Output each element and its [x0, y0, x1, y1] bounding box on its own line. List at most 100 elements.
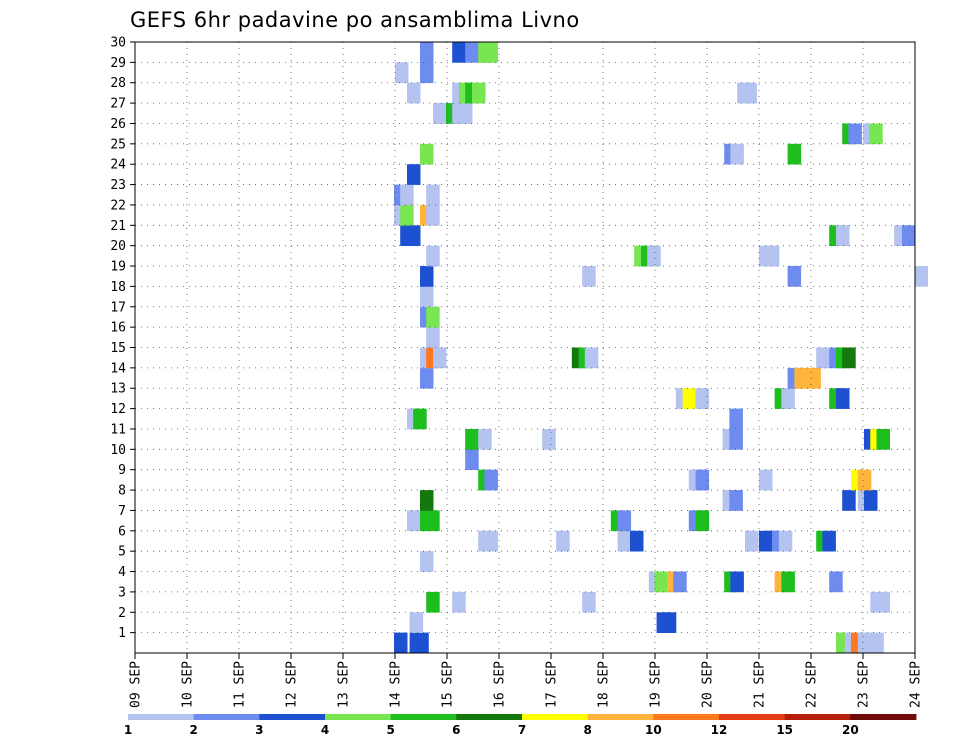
precip-cell	[452, 42, 466, 63]
precip-cell	[781, 388, 795, 409]
precip-cell	[420, 42, 434, 63]
precip-cell	[484, 530, 498, 552]
precip-cell	[682, 388, 697, 409]
legend-label: 3	[255, 723, 263, 737]
precip-cell	[459, 103, 473, 124]
precip-cell	[829, 571, 843, 593]
precip-cell	[407, 225, 421, 246]
legend-label: 5	[386, 723, 394, 737]
y-tick-label: 19	[110, 260, 126, 275]
precip-cell	[695, 469, 710, 491]
precip-cell	[426, 510, 440, 532]
precip-cell	[617, 510, 632, 532]
precip-cell	[857, 469, 872, 491]
y-tick-label: 8	[118, 484, 126, 499]
precip-cell	[743, 82, 757, 104]
precip-cell	[729, 429, 743, 450]
precip-cell	[420, 143, 434, 165]
precip-cell	[848, 123, 862, 145]
precip-cell	[394, 632, 408, 654]
precip-cell	[433, 347, 447, 369]
y-tick-label: 20	[110, 239, 126, 254]
precip-cell	[542, 429, 556, 450]
precip-cell	[400, 204, 414, 226]
precip-cell	[465, 449, 479, 470]
precip-cell	[478, 429, 492, 450]
precip-cell	[870, 632, 884, 654]
x-axis-ticks: 09 SEP 10 SEP 11 SEP 12 SEP 13 SEP 14 SEP 15 S…	[129, 653, 924, 708]
precip-cell	[647, 245, 661, 267]
legend-label: 20	[842, 723, 859, 737]
precip-cell	[426, 204, 440, 226]
y-tick-label: 22	[110, 198, 126, 213]
y-tick-label: 10	[110, 443, 126, 458]
y-tick-label: 5	[118, 545, 126, 560]
legend-swatch	[719, 714, 786, 720]
y-tick-label: 7	[118, 504, 126, 519]
x-tick-label: 18 SEP	[597, 661, 612, 708]
y-tick-label: 4	[118, 565, 126, 580]
precip-cell	[836, 388, 850, 409]
x-tick-label: 09 SEP	[129, 661, 144, 708]
precip-cell	[836, 225, 850, 246]
y-tick-label: 24	[110, 158, 126, 173]
precip-cell	[582, 266, 596, 287]
y-tick-label: 1	[118, 626, 126, 641]
precip-cell	[407, 510, 421, 532]
precip-cell	[452, 591, 466, 613]
precip-cell	[400, 184, 414, 206]
y-tick-label: 16	[110, 321, 126, 336]
precip-cell	[781, 571, 795, 593]
x-tick-label: 24 SEP	[909, 661, 924, 708]
x-tick-label: 23 SEP	[857, 661, 872, 708]
legend-swatch	[653, 714, 720, 720]
legend-swatch	[456, 714, 523, 720]
precip-cell	[413, 408, 427, 430]
precip-cell	[673, 571, 687, 593]
precip-cell	[409, 612, 424, 633]
precip-cell	[745, 530, 759, 552]
x-tick-label: 11 SEP	[233, 661, 248, 708]
precip-cell	[582, 591, 596, 613]
y-tick-label: 27	[110, 97, 126, 112]
y-tick-label: 30	[110, 36, 126, 51]
precip-cell	[807, 367, 821, 389]
legend-swatch	[390, 714, 457, 720]
legend-label: 6	[452, 723, 460, 737]
x-tick-label: 17 SEP	[545, 661, 560, 708]
legend-label: 2	[189, 723, 197, 737]
legend-swatch	[128, 714, 195, 720]
y-tick-label: 29	[110, 56, 126, 71]
legend-swatch	[325, 714, 392, 720]
precip-cell	[730, 143, 744, 165]
precip-cell	[778, 530, 793, 552]
x-tick-label: 10 SEP	[181, 661, 196, 708]
precip-cell	[420, 367, 434, 389]
x-tick-label: 20 SEP	[701, 661, 716, 708]
x-tick-label: 19 SEP	[649, 661, 664, 708]
y-tick-label: 13	[110, 382, 126, 397]
y-tick-label: 6	[118, 524, 126, 539]
precip-cell	[729, 408, 743, 430]
x-tick-label: 14 SEP	[389, 661, 404, 708]
legend-label: 1	[124, 723, 132, 737]
y-tick-label: 15	[110, 341, 126, 356]
y-tick-label: 14	[110, 361, 126, 376]
y-tick-label: 12	[110, 402, 126, 417]
y-tick-label: 17	[110, 300, 126, 315]
y-tick-label: 9	[118, 463, 126, 478]
precip-cell	[869, 123, 883, 145]
legend-label: 15	[776, 723, 793, 737]
precip-cell	[556, 530, 570, 552]
precip-cell	[420, 286, 434, 308]
precip-cell	[426, 184, 440, 206]
precip-cell	[426, 591, 440, 613]
precip-cell	[695, 388, 710, 409]
precip-cell	[420, 62, 434, 84]
legend-swatch	[587, 714, 654, 720]
y-tick-label: 23	[110, 178, 126, 193]
y-tick-label: 21	[110, 219, 126, 234]
precip-cell	[415, 632, 429, 654]
y-tick-label: 2	[118, 606, 126, 621]
